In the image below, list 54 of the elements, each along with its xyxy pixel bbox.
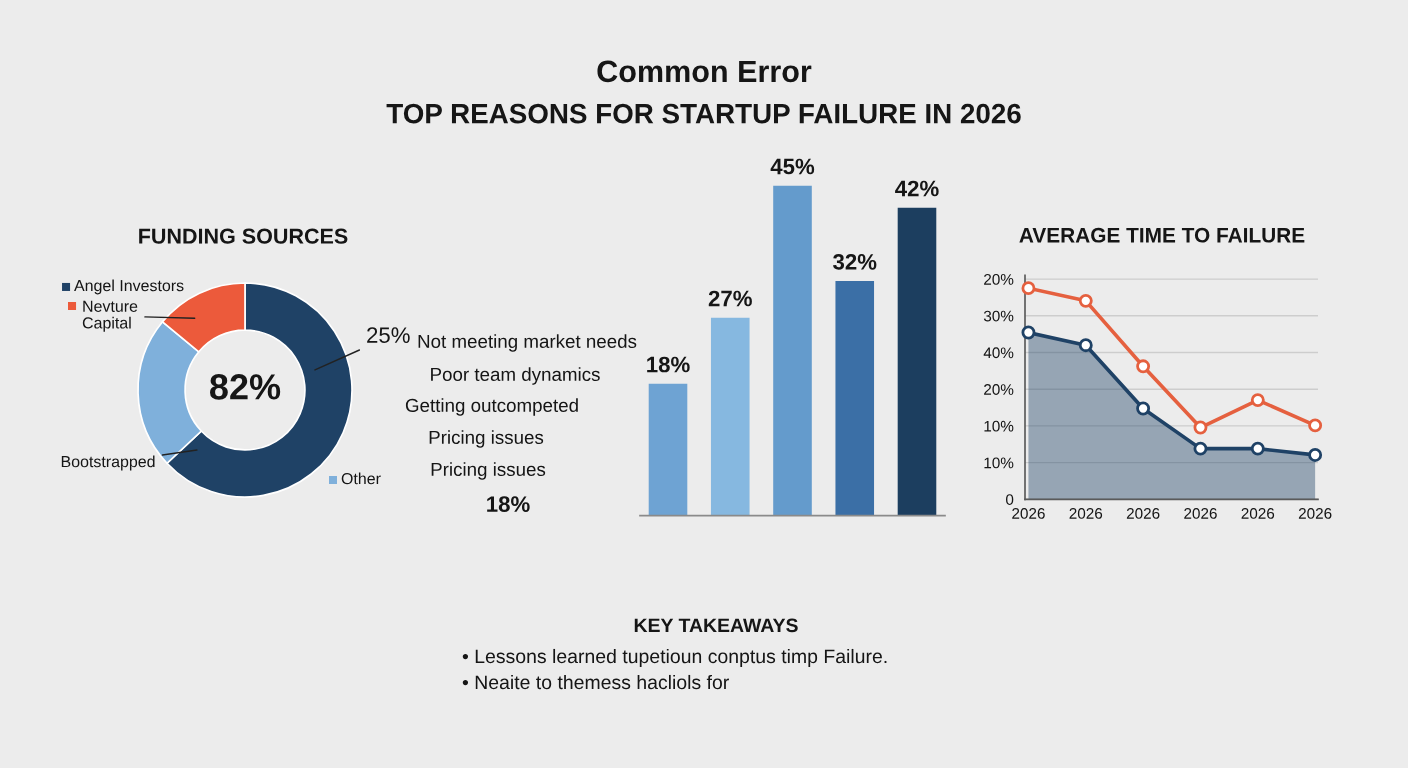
bar <box>897 207 937 516</box>
x-tick-label: 2026 <box>1126 508 1160 519</box>
point <box>1021 281 1036 296</box>
text: 25% <box>367 327 410 343</box>
x-tick-label: 2026 <box>1241 508 1275 519</box>
point <box>1193 420 1208 435</box>
point <box>1250 393 1265 408</box>
x-tick-label: 2026 <box>1012 508 1045 519</box>
text: • Lessons learned tupetioun conptus timp Failure. <box>462 648 887 668</box>
text: Poor team dynamics <box>431 367 600 385</box>
text: Getting outcompeted <box>405 398 578 416</box>
point <box>1136 359 1151 374</box>
text: Common Error <box>597 60 812 83</box>
category-label: 0 <box>1005 494 1014 505</box>
data-label: 45% <box>770 158 815 175</box>
data-label: 27% <box>708 290 752 307</box>
point <box>1136 401 1151 416</box>
data-label: 42% <box>895 180 939 197</box>
legend-label: Angel Investors <box>74 279 184 295</box>
category-label: 10% <box>984 457 1014 469</box>
text: Pricing issues <box>431 462 546 480</box>
bar <box>648 383 688 516</box>
text: 82% <box>210 374 281 400</box>
point <box>1078 293 1093 308</box>
point <box>1308 448 1323 462</box>
point <box>1308 418 1323 433</box>
point <box>1078 338 1093 353</box>
category-label: 20% <box>984 273 1014 285</box>
data-label: 18% <box>647 356 690 373</box>
x-tick-label: 2026 <box>1069 508 1103 519</box>
chart-title: AVERAGE TIME TO FAILURE <box>1019 227 1305 243</box>
x-tick-label: 2026 <box>1184 508 1217 519</box>
category-label: 40% <box>983 347 1014 359</box>
point <box>1193 441 1208 456</box>
legend-label: Nevture Capital <box>82 300 138 332</box>
bar <box>773 185 812 516</box>
bar <box>835 281 875 516</box>
text: KEY TAKEAWAYS <box>634 618 798 633</box>
chart-title: FUNDING SOURCES <box>139 228 348 244</box>
x-tick-label: 2026 <box>1298 508 1332 519</box>
text: Bootstrapped <box>61 455 155 471</box>
point <box>1250 441 1265 456</box>
category-label: 30% <box>983 310 1014 322</box>
point <box>1021 325 1036 340</box>
text: • Neaite to themess hacliols for <box>462 674 729 690</box>
category-label: 20% <box>984 384 1014 395</box>
data-label: 32% <box>833 253 877 270</box>
legend-label: Other <box>341 472 381 485</box>
text: TOP REASONS FOR STARTUP FAILURE IN 2026 <box>386 103 1021 124</box>
category-label: 10% <box>984 420 1014 432</box>
text: Pricing issues <box>429 430 544 448</box>
text: Not meeting market needs <box>418 334 637 352</box>
text: 18% <box>487 496 530 512</box>
bar <box>710 317 750 516</box>
